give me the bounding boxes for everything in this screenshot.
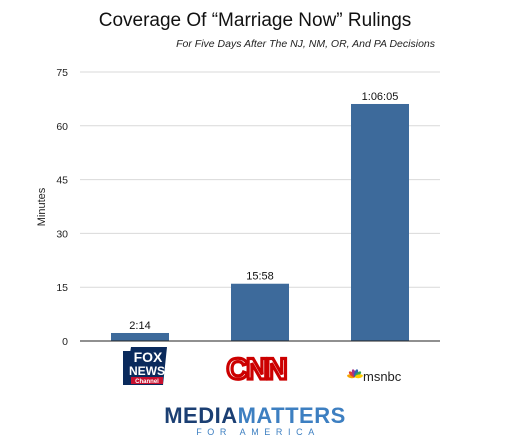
msnbc-logo: msnbc [347, 369, 402, 384]
svg-text:msnbc: msnbc [363, 369, 402, 384]
svg-text:Channel: Channel [135, 379, 159, 385]
data-labels: 2:14 15:58 1:06:05 [129, 91, 398, 332]
data-label-3: 1:06:05 [362, 91, 399, 103]
y-tick-label: 75 [56, 67, 68, 79]
cnn-logo: CNN [225, 351, 290, 387]
y-tick-label: 0 [62, 336, 68, 348]
svg-text:CNN: CNN [227, 353, 286, 386]
data-label-2: 15:58 [246, 271, 274, 283]
peacock-icon [347, 369, 363, 379]
svg-text:FOX: FOX [134, 349, 163, 365]
y-tick-label: 30 [56, 228, 68, 240]
fox-news-logo: FOX NEWS Channel [123, 347, 167, 385]
bar-2 [231, 283, 289, 341]
brand-matters: MATTERS [238, 403, 346, 428]
media-matters-logo: MEDIAMATTERS FOR AMERICA [164, 403, 346, 437]
y-tick-label: 60 [56, 121, 68, 133]
y-tick-label: 45 [56, 175, 68, 187]
bars [111, 103, 409, 342]
y-axis-label: Minutes [36, 187, 48, 226]
svg-text:MEDIAMATTERS: MEDIAMATTERS [164, 403, 346, 428]
brand-media: MEDIA [164, 403, 237, 428]
svg-text:NEWS: NEWS [129, 364, 165, 378]
data-label-1: 2:14 [129, 320, 150, 332]
y-tick-label: 15 [56, 282, 68, 294]
bar-3 [351, 103, 409, 342]
chart-title: Coverage Of “Marriage Now” Rulings [99, 10, 412, 31]
bar-1 [111, 332, 169, 341]
chart-subtitle: For Five Days After The NJ, NM, OR, And … [176, 38, 436, 50]
brand-tagline: FOR AMERICA [196, 427, 320, 437]
peacock-feather [354, 374, 363, 379]
y-axis-ticks: 0 15 30 45 60 75 [56, 67, 68, 348]
